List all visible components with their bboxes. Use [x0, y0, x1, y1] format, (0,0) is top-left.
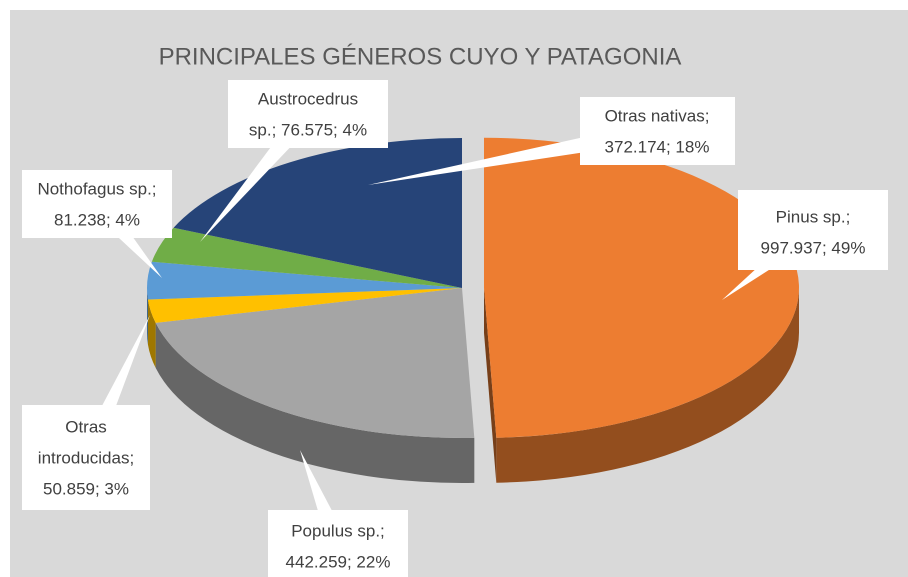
- data-label: Otras: [65, 417, 107, 436]
- chart-title: PRINCIPALES GÉNEROS CUYO Y PATAGONIA: [159, 43, 682, 70]
- walls: [147, 287, 799, 483]
- data-label: Populus sp.;: [291, 521, 385, 540]
- labels: Pinus sp.; 997.937; 49% Populus sp.; 442.25…: [22, 80, 888, 577]
- data-label: 997.937; 49%: [761, 238, 866, 257]
- data-label: Otras nativas;: [605, 106, 710, 125]
- callout-box: [228, 80, 388, 148]
- data-label: Pinus sp.;: [776, 207, 851, 226]
- data-label: 372.174; 18%: [605, 137, 710, 156]
- slice: [483, 137, 799, 438]
- data-label: Austrocedrus: [258, 89, 358, 108]
- slice-side: [155, 322, 475, 483]
- callout-box: [22, 405, 150, 510]
- callout-box: [580, 97, 735, 165]
- slice-cut: [483, 287, 497, 483]
- slice: [173, 138, 462, 288]
- slice-side: [496, 287, 799, 483]
- data-label: Nothofagus sp.;: [37, 179, 156, 198]
- data-label: introducidas;: [38, 448, 134, 467]
- data-label: 442.259; 22%: [286, 552, 391, 571]
- slice: [155, 288, 475, 438]
- slice: [147, 288, 463, 323]
- callout-box: [738, 190, 888, 270]
- data-label: 81.238; 4%: [54, 210, 140, 229]
- callout-box: [268, 510, 408, 577]
- slice: [147, 261, 462, 300]
- slice-side: [147, 299, 156, 368]
- data-label: sp.; 76.575; 4%: [249, 120, 367, 139]
- slice: [151, 227, 462, 288]
- data-label: 50.859; 3%: [43, 479, 129, 498]
- tops: [147, 137, 799, 438]
- slice-side: [147, 288, 148, 345]
- callout-box: [22, 170, 172, 238]
